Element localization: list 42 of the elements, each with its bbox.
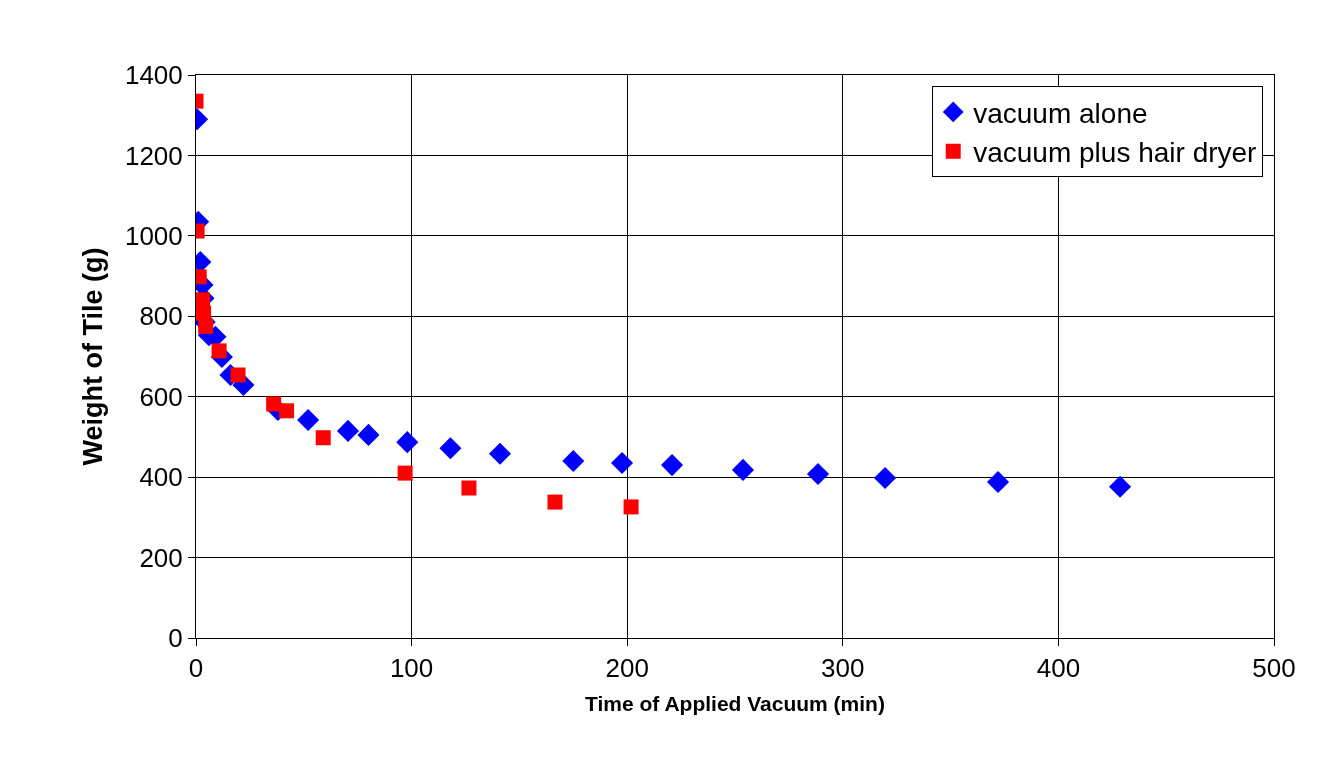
- x-tick-label: 200: [605, 653, 649, 684]
- point: [488, 442, 512, 465]
- point: [547, 494, 563, 510]
- point: [315, 430, 331, 446]
- point: [336, 419, 360, 442]
- point: [396, 431, 419, 454]
- x-tick-label: 300: [821, 653, 865, 684]
- point: [266, 396, 282, 412]
- point: [198, 318, 214, 334]
- point: [397, 465, 413, 481]
- point: [731, 458, 755, 481]
- y-tick-label: 1000: [124, 220, 183, 251]
- y-tick-label: 800: [139, 301, 183, 332]
- legend-label: vacuum plus hair dryer: [973, 137, 1257, 169]
- x-tick-label: 500: [1252, 653, 1296, 684]
- point: [562, 450, 585, 473]
- point: [297, 408, 320, 432]
- x-tick-label: 0: [188, 653, 204, 684]
- point: [623, 499, 639, 515]
- point: [461, 480, 477, 496]
- point: [279, 403, 295, 419]
- point: [357, 423, 380, 446]
- x-tick-label: 400: [1036, 653, 1081, 684]
- x-tick-label: 100: [389, 653, 434, 684]
- y-tick-label: 600: [139, 381, 183, 412]
- legend-label: vacuum alone: [973, 97, 1148, 129]
- point: [660, 454, 684, 477]
- point: [806, 462, 830, 485]
- point: [1109, 475, 1132, 498]
- x-axis-title: Time of Applied Vacuum (min): [585, 692, 885, 716]
- point: [610, 452, 634, 475]
- y-axis-title: Weight of Tile (g): [78, 247, 109, 466]
- point: [196, 292, 210, 308]
- y-tick-label: 0: [168, 623, 183, 654]
- y-tick-label: 200: [139, 542, 183, 573]
- point: [230, 367, 246, 383]
- y-tick-label: 400: [139, 462, 183, 493]
- point: [986, 470, 1010, 494]
- y-tick-label: 1400: [124, 60, 183, 91]
- point: [874, 466, 897, 489]
- y-tick-label: 1200: [124, 140, 183, 171]
- point: [439, 437, 462, 460]
